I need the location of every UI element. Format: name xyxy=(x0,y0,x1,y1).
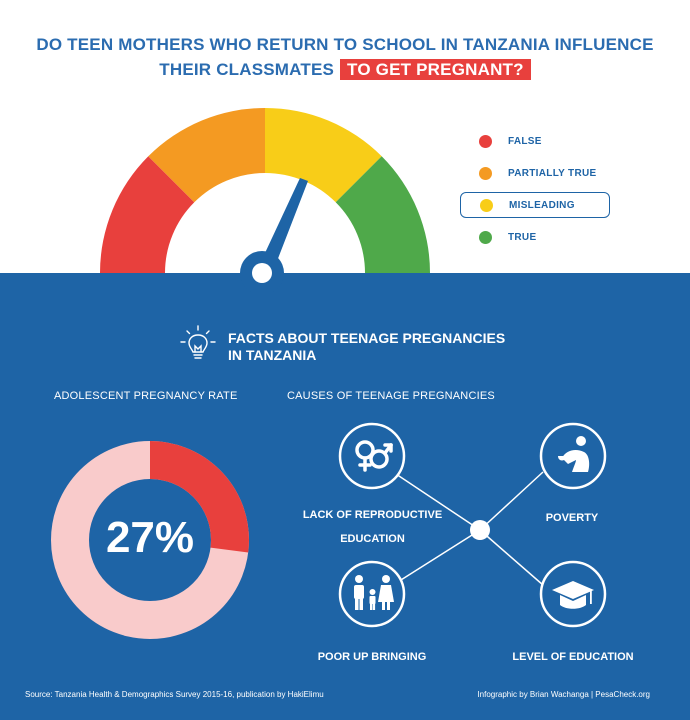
title-line2: THEIR CLASSMATES xyxy=(159,60,335,79)
misleading-dot-icon xyxy=(480,198,493,212)
causes-hub xyxy=(470,520,490,540)
gauge-needle xyxy=(240,178,308,295)
cause-label-level-of-education: LEVEL OF EDUCATION xyxy=(512,651,634,663)
donut-value-arc xyxy=(51,441,249,639)
pregnancy-rate-heading: ADOLESCENT PREGNANCY RATE xyxy=(54,390,238,402)
family-icon xyxy=(338,560,406,628)
facts-title-line1: FACTS ABOUT TEENAGE PREGNANCIES xyxy=(228,330,506,346)
legend-item-false: FALSE xyxy=(460,128,610,154)
legend-label: TRUE xyxy=(508,231,537,243)
lightbulb-icon xyxy=(180,325,216,359)
gauge-segment-misleading xyxy=(265,107,382,203)
legend-item-partially-true: PARTIALLY TRUE xyxy=(460,160,610,186)
credit-footnote: Infographic by Brian Wachanga | PesaChec… xyxy=(477,690,650,699)
partially-true-dot-icon xyxy=(479,166,492,180)
legend-label: MISLEADING xyxy=(509,199,575,211)
facts-section xyxy=(0,273,690,720)
graduation-cap-icon xyxy=(539,560,607,628)
causes-heading: CAUSES OF TEENAGE PREGNANCIES xyxy=(287,390,495,402)
poverty-icon xyxy=(539,422,607,490)
cause-label-line1: LACK OF REPRODUCTIVE xyxy=(302,509,443,521)
pregnancy-rate-donut xyxy=(51,441,249,639)
title-line2-wrap: THEIR CLASSMATES TO GET PREGNANT? xyxy=(0,57,690,82)
source-footnote: Source: Tanzania Health & Demographics S… xyxy=(25,690,324,699)
gauge-segment-false xyxy=(100,156,195,273)
causes-diagram xyxy=(338,422,607,628)
gauge-segment-true xyxy=(335,156,430,273)
facts-title: FACTS ABOUT TEENAGE PREGNANCIES IN TANZA… xyxy=(228,330,505,364)
cause-label-reproductive-education: LACK OF REPRODUCTIVE EDUCATION xyxy=(300,503,445,551)
legend-label: PARTIALLY TRUE xyxy=(508,167,597,179)
false-dot-icon xyxy=(479,134,492,148)
verdict-legend: FALSE PARTIALLY TRUE MISLEADING TRUE xyxy=(460,128,610,256)
pregnancy-rate-value: 27% xyxy=(105,513,195,562)
page-title: DO TEEN MOTHERS WHO RETURN TO SCHOOL IN … xyxy=(0,32,690,82)
legend-item-true: TRUE xyxy=(460,224,610,250)
true-dot-icon xyxy=(479,230,492,244)
legend-item-misleading: MISLEADING xyxy=(460,192,610,218)
cause-label-poor-upbringing: POOR UP BRINGING xyxy=(317,651,427,663)
title-line1: DO TEEN MOTHERS WHO RETURN TO SCHOOL IN … xyxy=(36,35,654,54)
verdict-gauge xyxy=(100,107,430,295)
title-highlight: TO GET PREGNANT? xyxy=(340,59,531,80)
cause-label-line2: EDUCATION xyxy=(340,533,405,545)
gauge-segment-partially-true xyxy=(148,108,265,203)
legend-label: FALSE xyxy=(508,135,542,147)
cause-label-poverty: POVERTY xyxy=(545,512,599,524)
facts-title-line2: IN TANZANIA xyxy=(228,347,317,363)
gender-symbols-icon xyxy=(338,422,406,490)
